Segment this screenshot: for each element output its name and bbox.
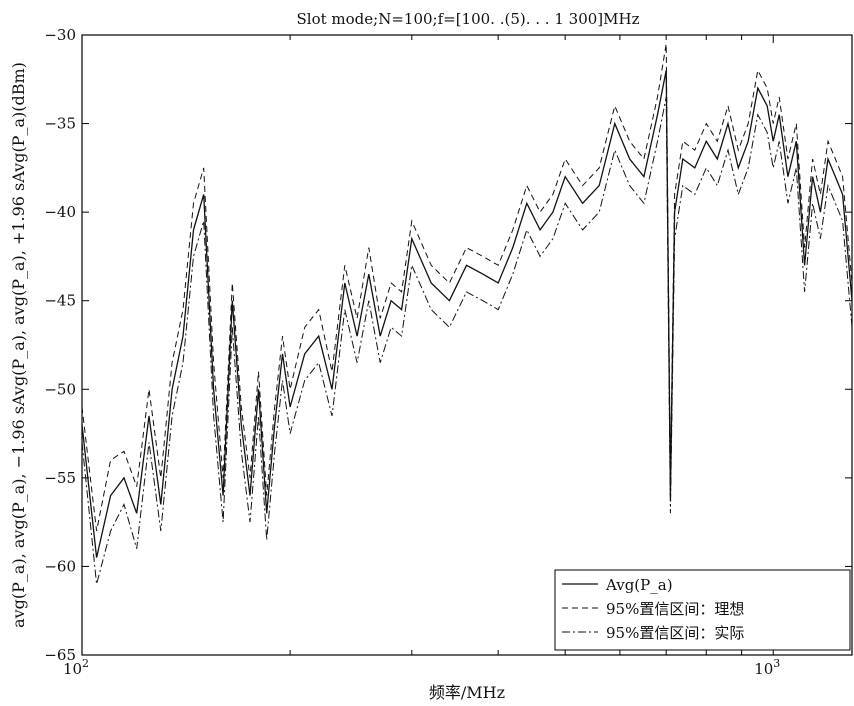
legend-label-avg: Avg(P_a) (605, 576, 673, 594)
x-tick-label: 103 (754, 657, 780, 678)
y-tick-label: −60 (44, 557, 76, 575)
legend-label-ideal: 95%置信区间：理想 (606, 600, 744, 618)
y-tick-label: −30 (44, 26, 76, 44)
y-axis-ticks: −30 −35 −40 −45 −50 −55 −60 −65 (44, 26, 852, 664)
series-line-1 (81, 43, 853, 532)
series-line-2 (81, 96, 853, 585)
y-tick-label: −45 (44, 292, 76, 310)
y-tick-label: −55 (44, 469, 76, 487)
plot-area (81, 34, 853, 656)
x-tick-label: 102 (63, 657, 89, 678)
y-tick-label: −40 (44, 203, 76, 221)
legend: Avg(P_a) 95%置信区间：理想 95%置信区间：实际 (554, 569, 851, 651)
series-layer (81, 43, 853, 585)
x-axis-label: 频率/MHz (429, 683, 505, 702)
series-line-0 (81, 70, 853, 558)
chart-title: Slot mode;N=100;f=[100. .(5). . . 1 300]… (297, 10, 640, 28)
y-tick-label: −35 (44, 115, 76, 133)
y-axis-label: avg(P_a), avg(P_a), −1.96 sAvg(P_a), avg… (9, 62, 28, 628)
legend-box (554, 569, 851, 651)
legend-label-actual: 95%置信区间：实际 (606, 624, 744, 642)
y-tick-label: −50 (44, 380, 76, 398)
y-tick-label: −65 (44, 646, 76, 664)
